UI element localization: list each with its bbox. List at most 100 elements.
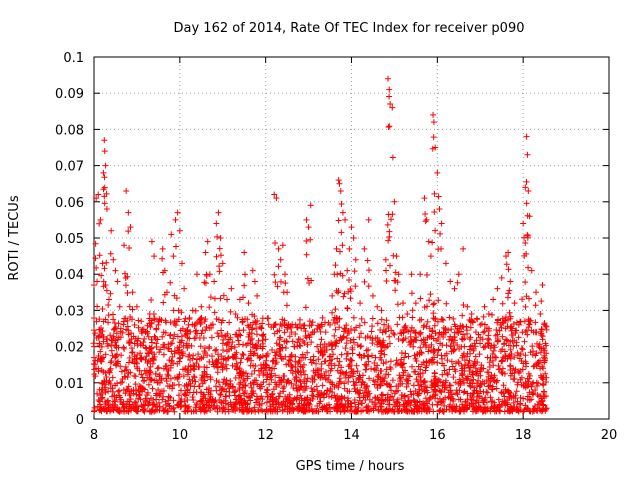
data-point	[407, 388, 414, 395]
data-point	[286, 407, 293, 414]
data-point	[382, 396, 389, 403]
data-point	[218, 327, 225, 334]
data-point	[213, 357, 220, 364]
data-point	[282, 401, 289, 408]
data-point	[285, 379, 292, 386]
data-point	[186, 314, 193, 321]
data-point	[252, 408, 259, 415]
data-point	[408, 337, 415, 344]
data-point	[342, 374, 349, 381]
data-point	[182, 402, 189, 409]
data-point	[173, 243, 180, 250]
data-point	[539, 282, 546, 289]
data-point	[237, 332, 244, 339]
data-point	[281, 321, 288, 328]
data-point	[368, 365, 375, 372]
data-point	[390, 330, 397, 337]
data-point	[481, 303, 488, 310]
data-point	[120, 321, 127, 328]
data-point	[423, 271, 430, 278]
data-point	[254, 292, 261, 299]
data-point	[215, 333, 222, 340]
data-point	[184, 397, 191, 404]
data-point	[526, 372, 533, 379]
data-point	[235, 393, 242, 400]
data-point	[309, 329, 316, 336]
data-point	[363, 347, 370, 354]
data-point	[540, 374, 547, 381]
data-point	[328, 365, 335, 372]
data-point	[219, 366, 226, 373]
data-point	[263, 399, 270, 406]
data-point	[522, 240, 529, 247]
data-point	[308, 405, 315, 412]
data-point	[143, 392, 150, 399]
data-point	[434, 169, 441, 176]
data-point	[317, 374, 324, 381]
data-point	[369, 398, 376, 405]
data-point	[537, 349, 544, 356]
data-point	[278, 401, 285, 408]
data-point	[190, 408, 197, 415]
data-point	[251, 278, 258, 285]
data-point	[522, 184, 529, 191]
data-point	[221, 405, 228, 412]
data-point	[198, 397, 205, 404]
data-point	[512, 327, 519, 334]
data-point	[236, 386, 243, 393]
data-point	[459, 370, 466, 377]
data-point	[517, 351, 524, 358]
data-point	[408, 271, 415, 278]
data-point	[98, 408, 105, 415]
data-point	[283, 361, 290, 368]
data-point	[338, 351, 345, 358]
data-point	[95, 191, 102, 198]
data-point	[184, 344, 191, 351]
data-point	[146, 375, 153, 382]
data-point	[242, 271, 249, 278]
data-point	[91, 343, 98, 350]
data-point	[111, 398, 118, 405]
data-point	[394, 301, 401, 308]
data-point	[174, 375, 181, 382]
data-point	[163, 362, 170, 369]
data-point	[361, 352, 368, 359]
data-point	[347, 295, 354, 302]
data-point	[114, 404, 121, 411]
data-point	[522, 352, 529, 359]
data-point	[496, 327, 503, 334]
data-point	[405, 339, 412, 346]
data-point	[224, 296, 231, 303]
data-point	[125, 359, 132, 366]
data-point	[501, 393, 508, 400]
data-point	[386, 233, 393, 240]
data-point	[110, 326, 117, 333]
data-point	[470, 403, 477, 410]
data-point	[386, 86, 393, 93]
data-point	[224, 330, 231, 337]
data-point	[240, 401, 247, 408]
data-point	[436, 332, 443, 339]
data-point	[446, 314, 453, 321]
data-point	[296, 400, 303, 407]
data-point	[457, 380, 464, 387]
data-point	[140, 378, 147, 385]
data-point	[175, 400, 182, 407]
data-point	[112, 354, 119, 361]
data-point	[519, 346, 526, 353]
data-point	[431, 354, 438, 361]
data-point	[117, 398, 124, 405]
data-point	[421, 195, 428, 202]
data-point	[175, 381, 182, 388]
data-point	[97, 216, 104, 223]
data-point	[416, 405, 423, 412]
data-point	[488, 398, 495, 405]
data-point	[325, 372, 332, 379]
data-point	[403, 326, 410, 333]
data-point	[177, 404, 184, 411]
data-point	[431, 300, 438, 307]
data-point	[505, 407, 512, 414]
data-point	[296, 316, 303, 323]
data-point	[272, 352, 279, 359]
data-point	[361, 389, 368, 396]
